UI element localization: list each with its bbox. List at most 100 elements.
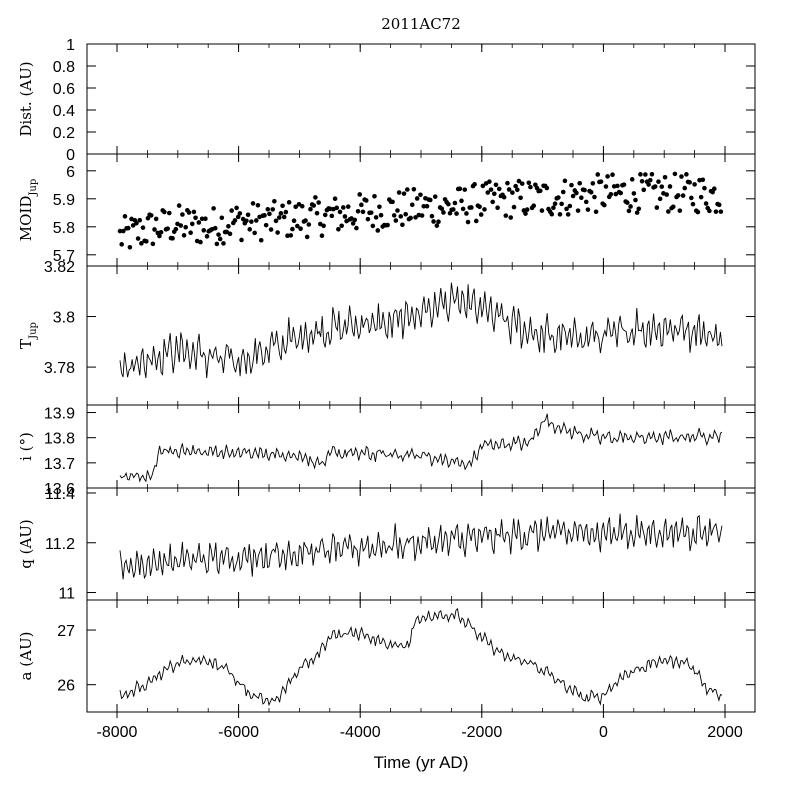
data-point xyxy=(585,207,591,212)
y-tick-label: 0.2 xyxy=(53,125,75,142)
data-point xyxy=(221,241,226,246)
data-point xyxy=(148,213,154,218)
data-point xyxy=(615,183,620,189)
x-tick-labels: -8000 -6000 -4000 -2000 0 2000 xyxy=(97,712,743,741)
data-point xyxy=(232,218,238,223)
data-point xyxy=(570,193,576,199)
data-point xyxy=(684,172,689,177)
data-point xyxy=(336,226,341,232)
panel-frame xyxy=(86,43,756,155)
data-point xyxy=(173,226,179,232)
y-tick-label: 13.9 xyxy=(44,406,75,423)
data-point xyxy=(687,180,692,185)
panels: 0 0.2 0.4 0.6 0.8 1 Dist. (AU) 5.7 5.8 5.9 6 MOIDJu… xyxy=(17,37,756,741)
scatter-points xyxy=(117,171,724,250)
data-point xyxy=(511,204,517,210)
data-point xyxy=(127,244,133,250)
data-point xyxy=(385,222,390,228)
data-point xyxy=(375,228,381,233)
data-point xyxy=(226,224,231,229)
data-point xyxy=(247,227,253,232)
data-point xyxy=(524,207,530,212)
data-point xyxy=(549,211,555,217)
data-point xyxy=(252,230,257,236)
data-point xyxy=(400,222,405,228)
data-point xyxy=(186,210,192,215)
data-point xyxy=(216,232,221,237)
data-point xyxy=(677,208,683,213)
y-tick-label: 5.9 xyxy=(53,192,75,209)
data-point xyxy=(258,237,264,243)
data-point xyxy=(485,190,491,195)
data-point xyxy=(340,205,346,210)
data-point xyxy=(718,209,724,214)
data-point xyxy=(460,206,466,212)
data-point xyxy=(227,231,233,237)
data-point xyxy=(125,225,131,231)
data-point xyxy=(272,198,277,204)
data-point xyxy=(418,192,423,198)
y-tick-label: 13.7 xyxy=(44,456,75,473)
y-tick-label: 0 xyxy=(66,147,75,164)
data-point xyxy=(276,215,282,220)
y-axis-label: q (AU) xyxy=(17,519,35,569)
data-point xyxy=(634,210,640,215)
series-line xyxy=(119,513,723,580)
series-line xyxy=(119,282,723,379)
data-point xyxy=(551,205,556,211)
data-point xyxy=(450,207,456,212)
data-point xyxy=(690,201,696,207)
data-point xyxy=(342,214,348,219)
data-point xyxy=(544,185,550,191)
data-point xyxy=(682,185,688,191)
data-point xyxy=(181,233,187,238)
data-point xyxy=(401,191,407,196)
data-point xyxy=(244,218,249,224)
data-point xyxy=(403,211,408,217)
data-point xyxy=(314,210,320,216)
data-point xyxy=(311,203,317,208)
panel-frame xyxy=(86,404,756,489)
data-point xyxy=(144,239,149,244)
data-point xyxy=(321,223,326,229)
series-line xyxy=(119,607,723,707)
data-point xyxy=(672,171,678,177)
data-point xyxy=(130,223,136,228)
data-point xyxy=(662,174,668,180)
data-point xyxy=(319,233,325,238)
y-tick-label: 11 xyxy=(58,586,75,603)
data-point xyxy=(493,182,499,188)
y-tick-label: 11.2 xyxy=(45,536,75,553)
data-point xyxy=(608,191,614,197)
data-point xyxy=(428,197,433,203)
data-point xyxy=(495,205,500,210)
data-point xyxy=(135,236,141,241)
y-axis-label: Dist. (AU) xyxy=(17,61,35,136)
y-axis-label: TJup xyxy=(17,322,39,349)
data-point xyxy=(117,228,123,234)
data-point xyxy=(569,182,574,188)
data-point xyxy=(574,190,579,196)
data-point xyxy=(473,218,479,224)
data-point xyxy=(316,200,321,205)
data-point xyxy=(219,215,225,221)
data-point xyxy=(626,208,632,214)
data-point xyxy=(295,223,300,229)
data-point xyxy=(480,183,486,189)
y-tick-label: 5.7 xyxy=(53,248,75,265)
data-point xyxy=(636,206,642,212)
data-point xyxy=(575,208,581,213)
data-point xyxy=(176,203,182,208)
data-point xyxy=(503,213,509,218)
data-point xyxy=(633,197,638,203)
data-point xyxy=(180,212,185,217)
data-point xyxy=(278,211,284,216)
data-point xyxy=(628,204,633,209)
data-point xyxy=(158,229,164,235)
data-point xyxy=(211,206,216,211)
y-axis-label: a (AU) xyxy=(17,632,35,681)
data-point xyxy=(355,209,361,214)
y-tick-label: 0.4 xyxy=(53,103,75,120)
data-point xyxy=(510,190,515,195)
